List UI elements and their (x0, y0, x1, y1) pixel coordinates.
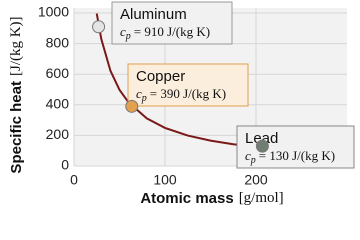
symbol-subscript: p (125, 31, 131, 42)
chart: 0 200 400 600 800 1000 0 100 200 Atomic mass [g/mo… (8, 1, 355, 207)
x-tick-label: 200 (244, 172, 268, 188)
x-axis-title: Atomic mass (140, 190, 233, 207)
point-name: Aluminum (120, 6, 187, 23)
y-tick-label: 400 (46, 96, 70, 112)
point-name: Lead (245, 130, 278, 147)
point-name: Copper (136, 68, 185, 85)
annotation-box (127, 63, 249, 107)
symbol-subscript: p (250, 155, 256, 166)
point-annotation: cp = 910 J/(kg K) (120, 24, 210, 42)
symbol: c (120, 24, 126, 39)
point (92, 20, 106, 34)
y-axis-unit: [J/(kg K)] (8, 16, 24, 76)
point-annotation: cp = 390 J/(kg K) (136, 86, 226, 104)
y-tick-label: 1000 (38, 4, 69, 20)
symbol-subscript: p (141, 93, 147, 104)
value-label: = 390 J/(kg K) (150, 86, 226, 101)
point (255, 139, 269, 153)
value-label: = 130 J/(kg K) (259, 148, 335, 163)
x-axis-label: Atomic mass [g/mol] (140, 190, 283, 207)
point-annotation: cp = 130 J/(kg K) (245, 148, 335, 166)
y-tick-label: 200 (46, 126, 70, 142)
value-label: = 910 J/(kg K) (134, 24, 210, 39)
annotation-box (111, 1, 233, 45)
y-axis-title: Specific heat (8, 81, 25, 174)
y-tick-label: 800 (46, 34, 70, 50)
x-axis-unit: [g/mol] (239, 190, 284, 206)
point (125, 99, 139, 113)
symbol: c (245, 148, 251, 163)
y-tick-label: 600 (46, 65, 70, 81)
y-tick-label: 0 (61, 157, 69, 173)
x-tick-label: 100 (153, 172, 177, 188)
y-axis-label: Specific heat [J/(kg K)] (8, 16, 25, 173)
x-tick-label: 0 (70, 172, 78, 188)
symbol: c (136, 86, 142, 101)
